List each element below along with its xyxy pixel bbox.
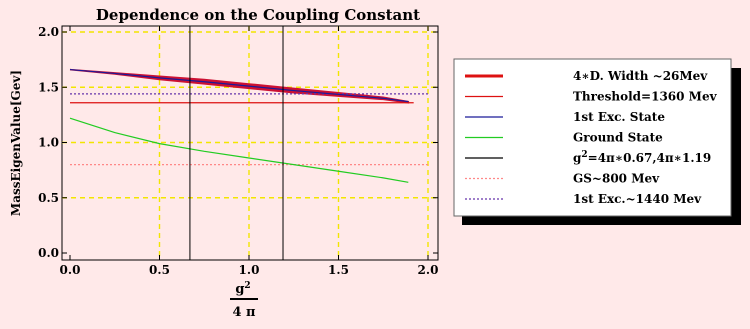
svg-text:g2: g2 <box>235 281 250 297</box>
legend: 4∗D. Width ~26Mev Threshold=1360 Mev 1st E… <box>465 69 718 206</box>
y-tick-label: 1.5 <box>38 80 59 94</box>
data-layer <box>69 26 428 260</box>
legend-label-threshold: Threshold=1360 Mev <box>573 90 718 104</box>
y-tick-label: 0.0 <box>38 246 59 260</box>
x-tick-label: 0.0 <box>60 263 81 277</box>
legend-label-exc_ref: 1st Exc.~1440 Mev <box>573 192 702 206</box>
x-axis-label-denominator: 4 π <box>232 305 256 320</box>
x-tick-label: 1.0 <box>239 263 260 277</box>
x-axis-label-numerator: g <box>235 282 244 297</box>
y-axis-label: MassEigenValue[Gev] <box>9 70 23 216</box>
legend-label-vlines: g2=4π∗0.67,4π∗1.19 <box>573 150 711 165</box>
legend-label-first_excited: 1st Exc. State <box>573 110 665 124</box>
y-tick-label: 0.5 <box>38 191 59 205</box>
first_excited-line <box>69 68 409 103</box>
x-axis-label-numerator-sup: 2 <box>244 281 250 291</box>
legend-label-gs_ref: GS~800 Mev <box>573 172 660 186</box>
legend-label-width: 4∗D. Width ~26Mev <box>573 69 708 83</box>
ground_state-line <box>69 117 409 183</box>
x-axis-label: g2 4 π <box>230 281 258 320</box>
chart-title: Dependence on the Coupling Constant <box>96 6 420 24</box>
axes: 0.0 0.5 1.0 1.5 2.0 0.0 0.5 1.0 1.5 2.0 <box>38 25 438 277</box>
legend-label-ground_state: Ground State <box>573 131 663 145</box>
x-tick-label: 2.0 <box>418 263 439 277</box>
plot-area <box>61 25 439 261</box>
x-tick-label: 1.5 <box>328 263 349 277</box>
y-tick-label: 2.0 <box>38 25 59 39</box>
y-tick-label: 1.0 <box>38 136 59 150</box>
x-tick-label: 0.5 <box>149 263 170 277</box>
